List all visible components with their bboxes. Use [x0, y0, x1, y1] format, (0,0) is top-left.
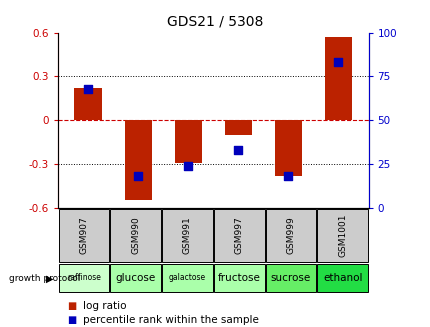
- FancyBboxPatch shape: [316, 209, 367, 262]
- FancyBboxPatch shape: [213, 264, 264, 292]
- Text: GSM907: GSM907: [80, 216, 88, 254]
- FancyBboxPatch shape: [265, 209, 316, 262]
- Point: [85, 86, 92, 91]
- FancyBboxPatch shape: [58, 264, 109, 292]
- Bar: [174, 120, 202, 163]
- Text: percentile rank within the sample: percentile rank within the sample: [83, 315, 258, 325]
- Point: [135, 174, 141, 179]
- FancyBboxPatch shape: [110, 209, 161, 262]
- Bar: [224, 120, 252, 135]
- FancyBboxPatch shape: [58, 209, 109, 262]
- Text: sucrose: sucrose: [270, 273, 310, 283]
- FancyBboxPatch shape: [162, 209, 212, 262]
- Text: GSM991: GSM991: [183, 216, 191, 254]
- Text: ▶: ▶: [46, 274, 54, 284]
- Point: [334, 60, 341, 65]
- Text: growth protocol: growth protocol: [9, 274, 80, 283]
- Bar: [74, 88, 102, 120]
- Text: log ratio: log ratio: [83, 301, 126, 311]
- Text: GSM990: GSM990: [131, 216, 140, 254]
- Point: [284, 174, 291, 179]
- Text: ethanol: ethanol: [322, 273, 362, 283]
- Bar: [274, 120, 301, 176]
- Text: GSM997: GSM997: [234, 216, 243, 254]
- Point: [234, 147, 241, 152]
- Text: fructose: fructose: [217, 273, 260, 283]
- Text: ■: ■: [67, 301, 76, 311]
- Text: galactose: galactose: [169, 273, 206, 283]
- Text: GSM1001: GSM1001: [338, 214, 346, 257]
- Bar: [324, 37, 351, 120]
- Text: GSM999: GSM999: [286, 216, 295, 254]
- FancyBboxPatch shape: [265, 264, 316, 292]
- FancyBboxPatch shape: [316, 264, 367, 292]
- Text: GDS21 / 5308: GDS21 / 5308: [167, 15, 263, 29]
- FancyBboxPatch shape: [110, 264, 161, 292]
- FancyBboxPatch shape: [213, 209, 264, 262]
- Text: raffinose: raffinose: [67, 273, 101, 283]
- Text: ■: ■: [67, 315, 76, 325]
- Bar: [124, 120, 152, 200]
- FancyBboxPatch shape: [162, 264, 212, 292]
- Text: glucose: glucose: [115, 273, 156, 283]
- Point: [184, 163, 191, 168]
